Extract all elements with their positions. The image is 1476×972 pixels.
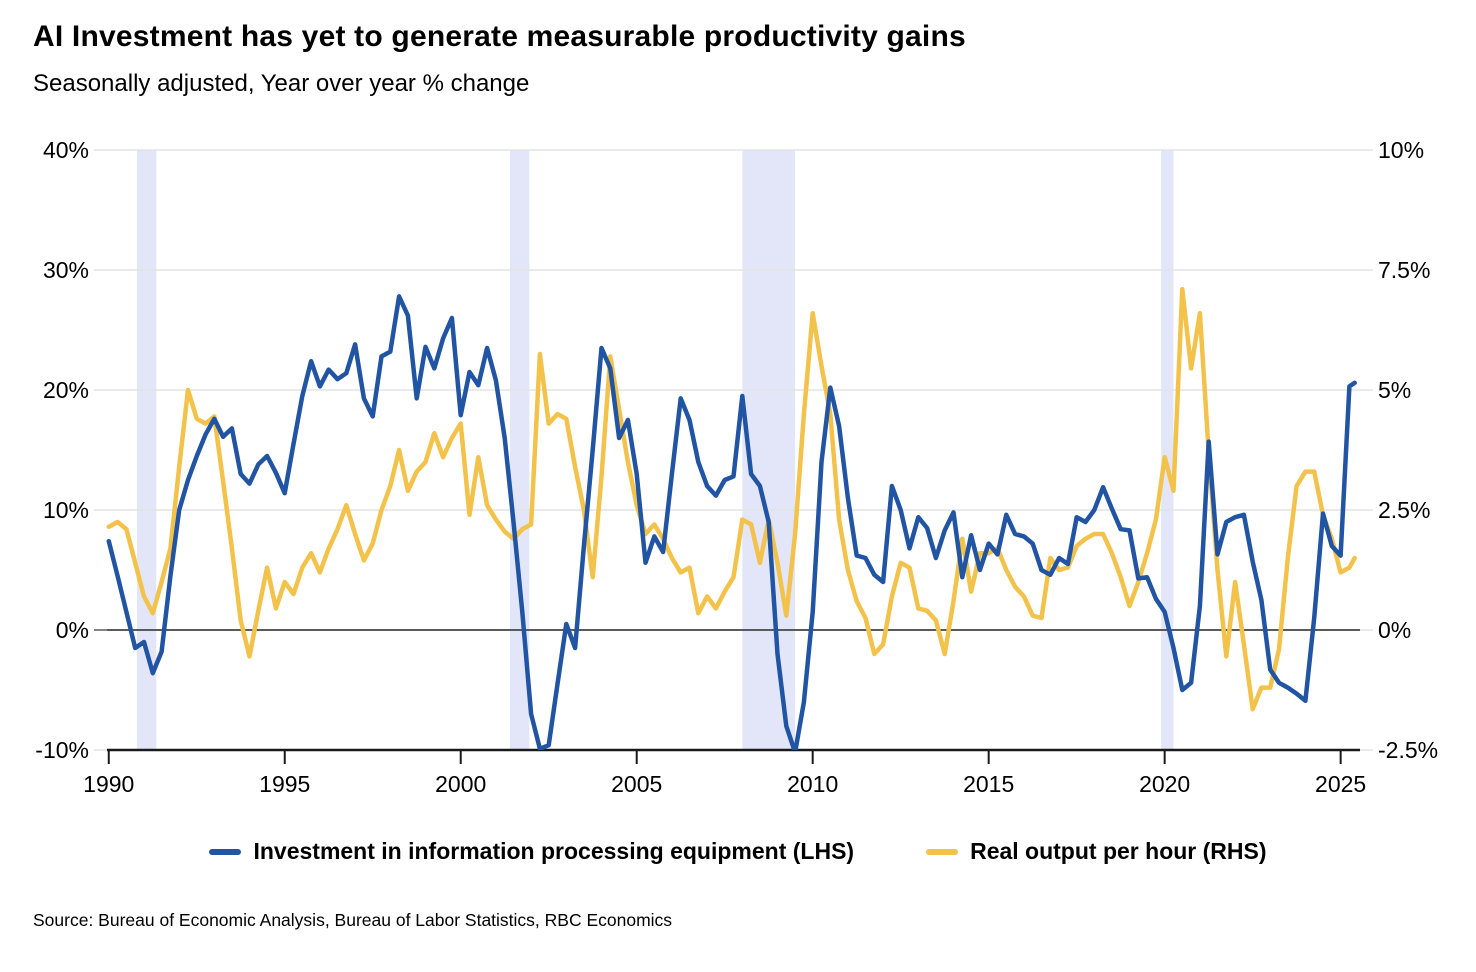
right-axis-label: 0% (1378, 617, 1411, 643)
investment-series-swatch-icon (209, 848, 242, 855)
page-subtitle: Seasonally adjusted, Year over year % ch… (33, 70, 530, 97)
right-axis-label: 5% (1378, 377, 1411, 403)
x-axis-label: 2025 (1315, 771, 1366, 797)
recession-band (1161, 150, 1174, 750)
right-axis-label: 7.5% (1378, 257, 1430, 283)
x-axis-label: 2015 (963, 771, 1014, 797)
series-line-investment (106, 294, 1357, 750)
recession-band (510, 150, 530, 750)
x-axis-label: 1990 (83, 771, 134, 797)
series-line-output (106, 286, 1357, 712)
page-title: AI Investment has yet to generate measur… (33, 20, 966, 53)
legend-item-label: Real output per hour (RHS) (970, 838, 1267, 864)
chart-legend: Investment in information processing equ… (0, 838, 1476, 865)
recession-band (136, 150, 157, 750)
x-axis-label: 2000 (435, 771, 486, 797)
recession-band (742, 150, 796, 750)
right-axis-label: 10% (1378, 137, 1424, 163)
x-axis-label: 1995 (259, 771, 310, 797)
legend-item-output: Real output per hour (RHS) (926, 838, 1267, 865)
x-axis-label: 2005 (611, 771, 662, 797)
left-axis-label: 30% (43, 257, 89, 283)
x-axis-label: 2020 (1139, 771, 1190, 797)
legend-item-label: Investment in information processing equ… (253, 838, 855, 864)
source-note: Source: Bureau of Economic Analysis, Bur… (33, 910, 673, 930)
x-axis-label: 2010 (787, 771, 838, 797)
left-axis-label: 10% (43, 497, 89, 523)
output-series-swatch-icon (926, 848, 959, 855)
right-axis-label: -2.5% (1378, 737, 1438, 763)
left-axis-label: -10% (35, 737, 89, 763)
left-axis-label: 20% (43, 377, 89, 403)
left-axis-label: 0% (56, 617, 89, 643)
right-axis-label: 2.5% (1378, 497, 1430, 523)
legend-item-investment: Investment in information processing equ… (209, 838, 854, 865)
left-axis-label: 40% (43, 137, 89, 163)
